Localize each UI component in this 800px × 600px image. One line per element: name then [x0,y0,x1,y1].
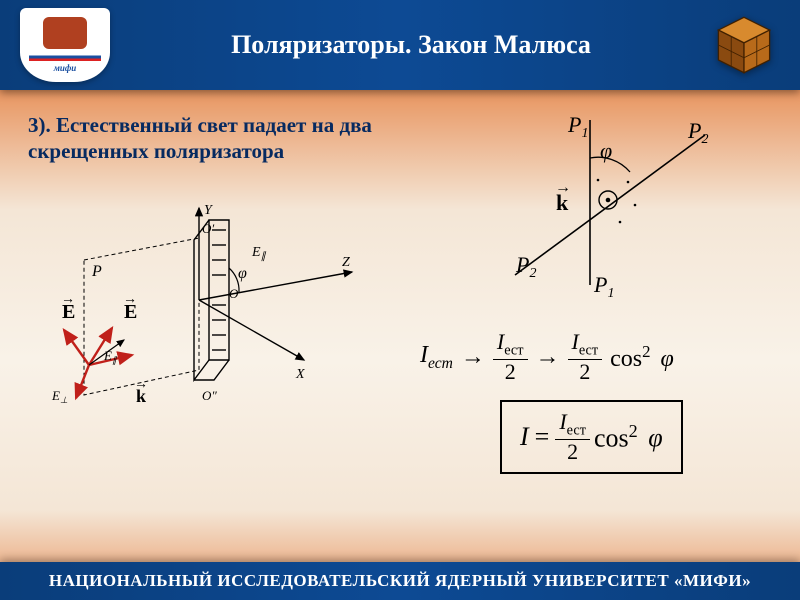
svg-text:P1: P1 [567,112,588,141]
polarizer-3d-diagram: P Y Z X O O′ O″ φ E∥ [34,200,364,420]
footer-text: НАЦИОНАЛЬНЫЙ ИССЛЕДОВАТЕЛЬСКИЙ ЯДЕРНЫЙ У… [49,571,751,591]
box-frac: Iест 2 [555,410,590,464]
sym-I: Iест [420,342,453,373]
slide: мифи Поляризаторы. Закон Малюса 3). Есте… [0,0,800,600]
svg-text:E⊥: E⊥ [51,388,68,405]
svg-text:Y: Y [204,203,214,218]
content-area: 3). Естественный свет падает на два скре… [0,100,800,560]
footer-bar: НАЦИОНАЛЬНЫЙ ИССЛЕДОВАТЕЛЬСКИЙ ЯДЕРНЫЙ У… [0,562,800,600]
problem-number: 3). [28,113,51,137]
university-badge: мифи [20,8,110,82]
badge-emblem [43,17,87,49]
svg-text:→: → [555,179,571,196]
svg-text:P: P [91,263,102,280]
badge-stripe [29,53,101,61]
svg-text:→: → [61,292,75,307]
box-eq: = [535,422,550,452]
svg-text:Z: Z [342,255,350,270]
frac-1: Iест 2 [493,330,528,384]
problem-statement: 3). Естественный свет падает на два скре… [28,112,408,165]
svg-text:O″: O″ [202,388,217,403]
slide-title: Поляризаторы. Закон Малюса [110,30,712,60]
svg-text:φ: φ [238,265,247,282]
frac-2: Iест 2 [568,330,603,384]
cos-term: cos2 φ [610,342,674,373]
intensity-chain: Iест → Iест 2 → Iест 2 cos2 φ [420,330,790,384]
cube-icon [712,13,776,77]
header-bar: мифи Поляризаторы. Закон Малюса [0,0,800,90]
svg-text:E∥: E∥ [251,245,267,262]
arrow-2: → [536,344,560,371]
arrow-1: → [461,344,485,371]
svg-text:P1: P1 [593,272,614,300]
svg-text:→: → [123,292,137,307]
crossed-polarizers-diagram: φ P1 P2 P2 P1 k → [480,110,740,300]
problem-body: Естественный свет падает на два скрещенн… [28,113,372,163]
badge-text: мифи [54,63,77,73]
malus-formula: I = Iест 2 cos2 φ [500,400,683,474]
svg-text:O′: O′ [202,221,214,236]
svg-text:P2: P2 [515,252,536,281]
svg-text:→: → [134,377,148,392]
svg-text:O: O [229,286,239,301]
svg-text:E∥: E∥ [103,348,118,365]
box-I: I [520,422,529,452]
svg-text:X: X [295,367,305,382]
box-cos: cos2 φ [594,421,663,454]
svg-text:φ: φ [600,138,612,163]
svg-text:P2: P2 [687,118,708,147]
